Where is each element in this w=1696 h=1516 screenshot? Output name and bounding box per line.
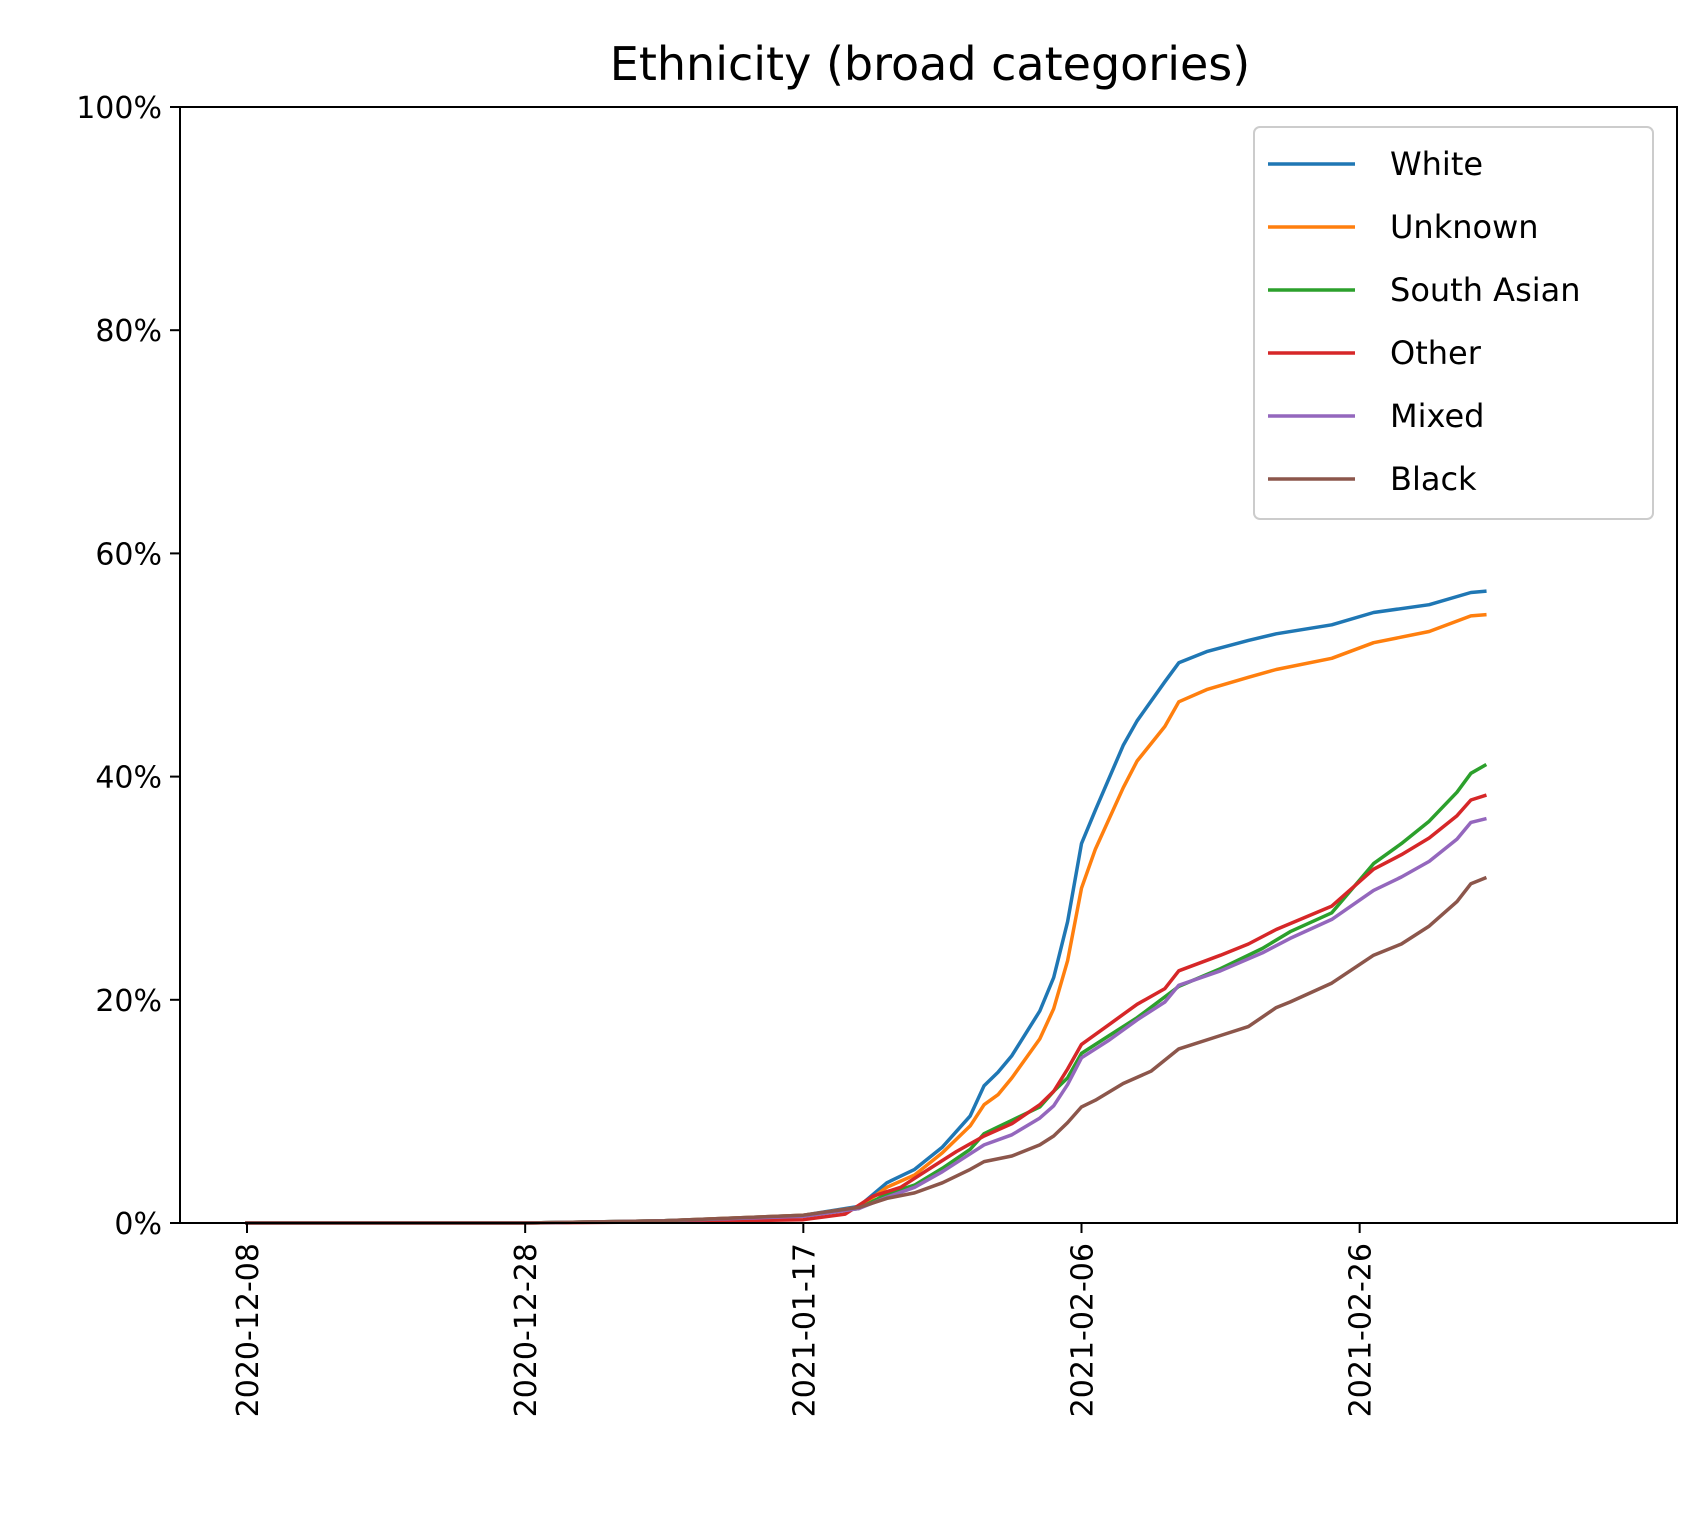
legend: White Unknown South Asian Other Mixed Black (1253, 126, 1654, 520)
series-line-other (245, 793, 1487, 1225)
legend-box (1253, 126, 1654, 520)
x-tick-label: 2021-01-17 (787, 1243, 822, 1417)
series-line-south-asian (245, 763, 1488, 1225)
legend-label-white: White (1390, 145, 1483, 183)
y-tick-label: 100% (76, 91, 162, 126)
x-tick-label: 2020-12-28 (509, 1243, 544, 1417)
legend-label-south-asian: South Asian (1390, 271, 1581, 309)
chart-title: Ethnicity (broad categories) (610, 37, 1250, 91)
x-tick-label: 2021-02-06 (1065, 1243, 1100, 1417)
x-tick-label: 2020-12-08 (231, 1243, 266, 1417)
legend-label-unknown: Unknown (1390, 208, 1539, 246)
series-line-black (245, 875, 1488, 1225)
y-tick-label: 60% (95, 537, 162, 572)
series-lines (245, 589, 1488, 1225)
y-tick-label: 40% (95, 761, 162, 796)
y-tick-label: 80% (95, 314, 162, 349)
series-line-mixed (245, 816, 1487, 1225)
y-tick-label: 0% (114, 1207, 162, 1242)
x-tick-label: 2021-02-26 (1344, 1243, 1379, 1417)
legend-label-other: Other (1390, 334, 1482, 372)
series-line-white (245, 589, 1487, 1225)
legend-label-black: Black (1390, 460, 1477, 498)
plot-area-frame (179, 106, 1678, 1224)
y-tick-label: 20% (95, 984, 162, 1019)
legend-label-mixed: Mixed (1390, 397, 1484, 435)
y-axis: 0% 20% 40% 60% 80% 100% (76, 91, 180, 1242)
x-axis: 2020-12-08 2020-12-28 2021-01-17 2021-02-06… (231, 1223, 1379, 1417)
